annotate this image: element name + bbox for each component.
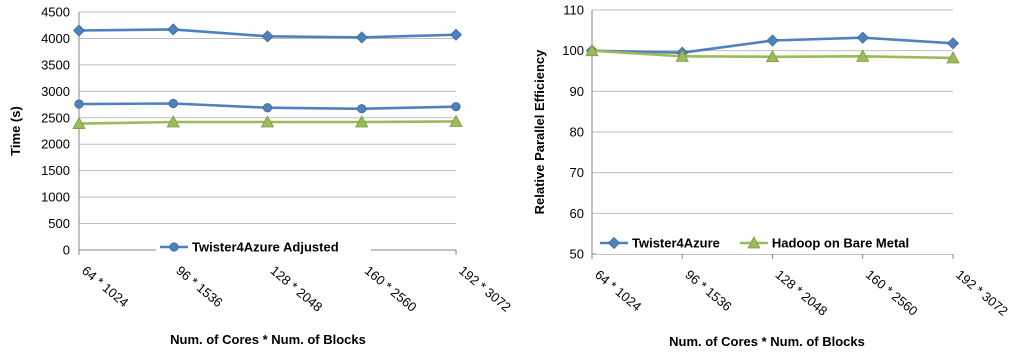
x-tick-label: 96 * 1536 (682, 267, 734, 314)
x-tick-label: 160 * 2560 (863, 267, 921, 319)
data-point (856, 49, 870, 62)
legend-swatch-marker (747, 236, 761, 249)
y-tick-label: 60 (570, 206, 584, 221)
x-tick-label: 192 * 3072 (456, 263, 514, 315)
efficiency-chart: 50 60 70 80 90 100 110 64 * 1024 96 * 1536 128 * … (532, 3, 1011, 350)
data-point (74, 99, 84, 109)
legend-swatch-marker (607, 236, 621, 250)
x-tick-label: 64 * 1024 (79, 263, 131, 310)
y-tick-label: 70 (570, 165, 584, 180)
x-tick-label: 128 * 2048 (773, 267, 831, 319)
data-point (946, 37, 960, 50)
y-tick-label: 110 (563, 3, 584, 18)
data-point (168, 98, 178, 109)
y-tick-label: 500 (48, 216, 70, 231)
y-axis-label: Time (s) (8, 106, 23, 156)
data-point (166, 115, 180, 128)
data-point (72, 24, 86, 37)
x-axis-label: Num. of Cores * Num. of Blocks (669, 334, 865, 349)
data-point (451, 102, 461, 112)
y-tick-label: 2000 (41, 137, 70, 152)
data-point (72, 116, 86, 129)
y-tick-label: 0 (63, 243, 70, 258)
data-point (167, 23, 180, 36)
y-tick-label: 3000 (41, 84, 70, 99)
legend-box (596, 232, 958, 254)
data-point (355, 31, 368, 44)
x-axis-label: Num. of Cores * Num. of Blocks (170, 332, 366, 347)
legend-box (156, 236, 371, 258)
data-point (262, 103, 273, 113)
data-point (357, 104, 367, 114)
data-point (449, 28, 463, 41)
data-point (260, 115, 275, 128)
data-point (449, 114, 463, 127)
y-tick-label: 1500 (41, 163, 70, 178)
x-tick-label: 160 * 2560 (362, 263, 420, 315)
data-point (585, 43, 599, 57)
x-tick-label: 96 * 1536 (173, 263, 225, 310)
y-tick-label: 2500 (41, 110, 70, 125)
data-point (856, 31, 869, 44)
data-point (946, 51, 960, 64)
data-point (765, 49, 780, 63)
data-point (766, 34, 779, 47)
legend-swatch-marker (169, 242, 179, 252)
time-chart: 0 500 1000 1500 2000 2500 3000 3500 4000 4500 64 *… (8, 5, 514, 348)
data-point (675, 49, 689, 62)
y-tick-label: 3500 (41, 57, 70, 72)
y-tick-label: 100 (562, 43, 584, 58)
y-tick-label: 4000 (41, 31, 70, 46)
x-tick-label: 128 * 2048 (268, 263, 326, 315)
x-tick-label: 64 * 1024 (592, 267, 644, 314)
legend-entry: Twister4Azure Adjusted (192, 240, 339, 255)
y-tick-label: 50 (570, 247, 584, 262)
y-tick-label: 4500 (41, 5, 70, 20)
data-point (261, 30, 274, 43)
x-tick-label: 192 * 3072 (953, 267, 1011, 319)
y-tick-label: 1000 (41, 190, 70, 205)
y-tick-label: 90 (570, 84, 584, 99)
legend-entry: Hadoop on Bare Metal (772, 236, 909, 251)
data-point (355, 115, 369, 128)
legend-entry: Twister4Azure (632, 236, 720, 251)
y-axis-label: Relative Parallel Efficiency (532, 49, 547, 215)
y-tick-label: 80 (570, 125, 584, 140)
